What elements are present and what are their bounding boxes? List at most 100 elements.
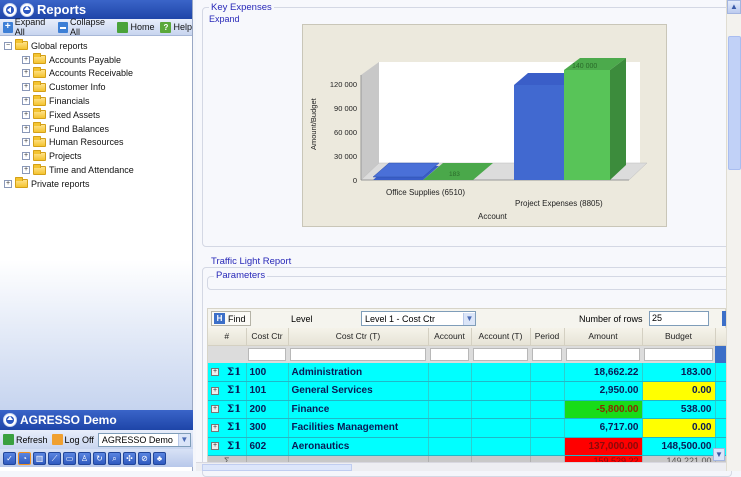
expand-node-icon[interactable]: + (22, 55, 30, 64)
expand-row-icon[interactable]: + (211, 405, 219, 414)
scroll-thumb[interactable] (728, 36, 741, 170)
filter-period-input[interactable] (532, 347, 562, 361)
col-header-account[interactable]: Account (428, 328, 472, 346)
col-header-budget[interactable]: Budget (642, 328, 716, 346)
filter-amount-input[interactable] (566, 347, 640, 361)
filter-cost-ctr-t-input[interactable] (290, 347, 426, 361)
parameters-group[interactable] (207, 276, 732, 290)
chevron-down-icon[interactable]: ▼ (463, 312, 475, 325)
expand-node-icon[interactable]: + (22, 138, 30, 147)
table-row[interactable]: + Σ1 200 Finance -5,800.00 538.00 (208, 400, 728, 419)
tree-item-accounts-payable[interactable]: + Accounts Payable (4, 53, 192, 67)
expand-all-button[interactable]: + Expand All (3, 17, 52, 37)
help-button[interactable]: ? Help (160, 21, 192, 33)
tree-item-projects[interactable]: + Projects (4, 149, 192, 163)
line-chart-icon[interactable]: ⟋ (48, 451, 61, 465)
expand-node-icon[interactable]: + (22, 152, 30, 161)
tree-item-private-reports[interactable]: + Private reports (4, 177, 192, 191)
expand-node-icon[interactable]: + (22, 124, 30, 133)
tree-item-fund-balances[interactable]: + Fund Balances (4, 122, 192, 136)
tree-item-customer-info[interactable]: + Customer Info (4, 80, 192, 94)
pie-chart-icon[interactable]: ◔ (18, 451, 31, 465)
find-button[interactable]: H Find (211, 311, 251, 326)
find-label: Find (228, 313, 246, 324)
home-button[interactable]: Home (117, 21, 154, 33)
cell-account-t (471, 363, 531, 382)
user-icon[interactable]: ♙ (78, 451, 91, 465)
tree-item-label: Human Resources (49, 137, 124, 148)
log-off-button[interactable]: Log Off (51, 434, 94, 445)
grid-options-icon[interactable] (722, 311, 728, 326)
expand-row-icon[interactable]: + (211, 423, 219, 432)
table-row[interactable]: + Σ1 300 Facilities Management 6,717.00 0… (208, 418, 728, 438)
col-header-period[interactable]: Period (530, 328, 565, 346)
expand-node-icon[interactable]: + (22, 97, 30, 106)
book-icon[interactable]: ▭ (63, 451, 76, 465)
refresh-button[interactable]: Refresh (3, 434, 48, 445)
cell-extra (715, 363, 728, 382)
tree-item-financials[interactable]: + Financials (4, 94, 192, 108)
plus-icon: + (3, 20, 13, 33)
table-row[interactable]: + Σ1 101 General Services 2,950.00 0.00 (208, 381, 728, 401)
expand-node-icon[interactable]: + (22, 166, 30, 175)
level-select[interactable]: Level 1 - Cost Ctr ▼ (361, 311, 476, 326)
filter-account-input[interactable] (430, 347, 469, 361)
back-icon[interactable] (3, 2, 17, 17)
chevron-down-icon[interactable]: ▼ (177, 433, 190, 446)
grid-scroll-down-button[interactable]: ▼ (713, 448, 725, 461)
col-header-cost-ctr-t[interactable]: Cost Ctr (T) (288, 328, 429, 346)
expand-node-icon[interactable]: + (4, 179, 12, 188)
tree-item-human-resources[interactable]: + Human Resources (4, 135, 192, 150)
filter-budget-input[interactable] (644, 347, 713, 361)
tree-item-label: Financials (49, 96, 90, 107)
settings-icon[interactable]: ♣ (153, 451, 166, 465)
expand-node-icon[interactable]: + (22, 83, 30, 92)
col-header-amount[interactable]: Amount (564, 328, 643, 346)
scroll-up-button[interactable]: ▲ (727, 0, 741, 14)
clock-icon[interactable]: ⊘ (138, 451, 151, 465)
table-row[interactable]: + Σ1 100 Administration 18,662.22 183.00 (208, 363, 728, 382)
tree-item-global-reports[interactable]: − Global reports (4, 39, 192, 53)
collapse-node-icon[interactable]: − (4, 41, 12, 50)
parameters-title[interactable]: Parameters (214, 270, 268, 281)
bar-chart-icon[interactable]: ▥ (33, 451, 46, 465)
traffic-light-grid: H Find Level Level 1 - Cost Ctr ▼ Number… (207, 308, 728, 471)
tree-item-fixed-assets[interactable]: + Fixed Assets (4, 108, 192, 122)
tree-item-time-and-attendance[interactable]: + Time and Attendance (4, 163, 192, 177)
check-icon[interactable]: ✓ (3, 451, 16, 465)
reports-pane-title: Reports (37, 2, 87, 17)
number-of-rows-input[interactable]: 25 (649, 311, 709, 326)
expand-node-icon[interactable]: + (22, 110, 30, 119)
expand-link[interactable]: Expand (209, 14, 240, 24)
expand-pane-icon[interactable] (3, 413, 17, 427)
horizontal-scrollbar[interactable] (196, 462, 726, 471)
tree-item-accounts-receivable[interactable]: + Accounts Receivable (4, 66, 192, 81)
sigma-level: Σ1 (227, 422, 242, 434)
bar-office-budget (423, 163, 493, 180)
expand-row-icon[interactable]: + (211, 367, 219, 376)
expand-node-icon[interactable]: + (22, 69, 30, 78)
page-vertical-scrollbar[interactable]: ▲ (726, 0, 741, 471)
sigma-level: Σ1 (227, 403, 242, 415)
tree-item-label: Accounts Payable (49, 54, 122, 65)
refresh-icon[interactable]: ↻ (93, 451, 106, 465)
client-select[interactable]: AGRESSO Demo ▼ (97, 432, 191, 447)
network-icon[interactable]: ✣ (123, 451, 136, 465)
tree-item-label: Customer Info (49, 82, 106, 93)
expand-row-icon[interactable]: + (211, 386, 219, 395)
search-icon[interactable]: ⌕ (108, 451, 121, 465)
collapse-all-button[interactable]: Collapse All (58, 17, 111, 37)
col-header-cost-ctr[interactable]: Cost Ctr (246, 328, 289, 346)
expand-row-icon[interactable]: + (211, 442, 219, 451)
filter-account-t-input[interactable] (473, 347, 528, 361)
reports-sidebar: Reports + Expand All Collapse All Home ?… (0, 0, 193, 471)
horizontal-scroll-thumb[interactable] (202, 464, 352, 471)
filter-cost-ctr-input[interactable] (248, 347, 286, 361)
refresh-label: Refresh (16, 434, 48, 445)
table-row[interactable]: + Σ1 602 Aeronautics 137,000.00 148,500.0… (208, 437, 728, 456)
collapse-pane-icon[interactable] (20, 2, 34, 17)
filter-row (208, 345, 727, 363)
svg-text:120 000: 120 000 (330, 80, 357, 89)
col-header-account-t[interactable]: Account (T) (471, 328, 531, 346)
col-header-hash[interactable]: # (208, 328, 247, 346)
